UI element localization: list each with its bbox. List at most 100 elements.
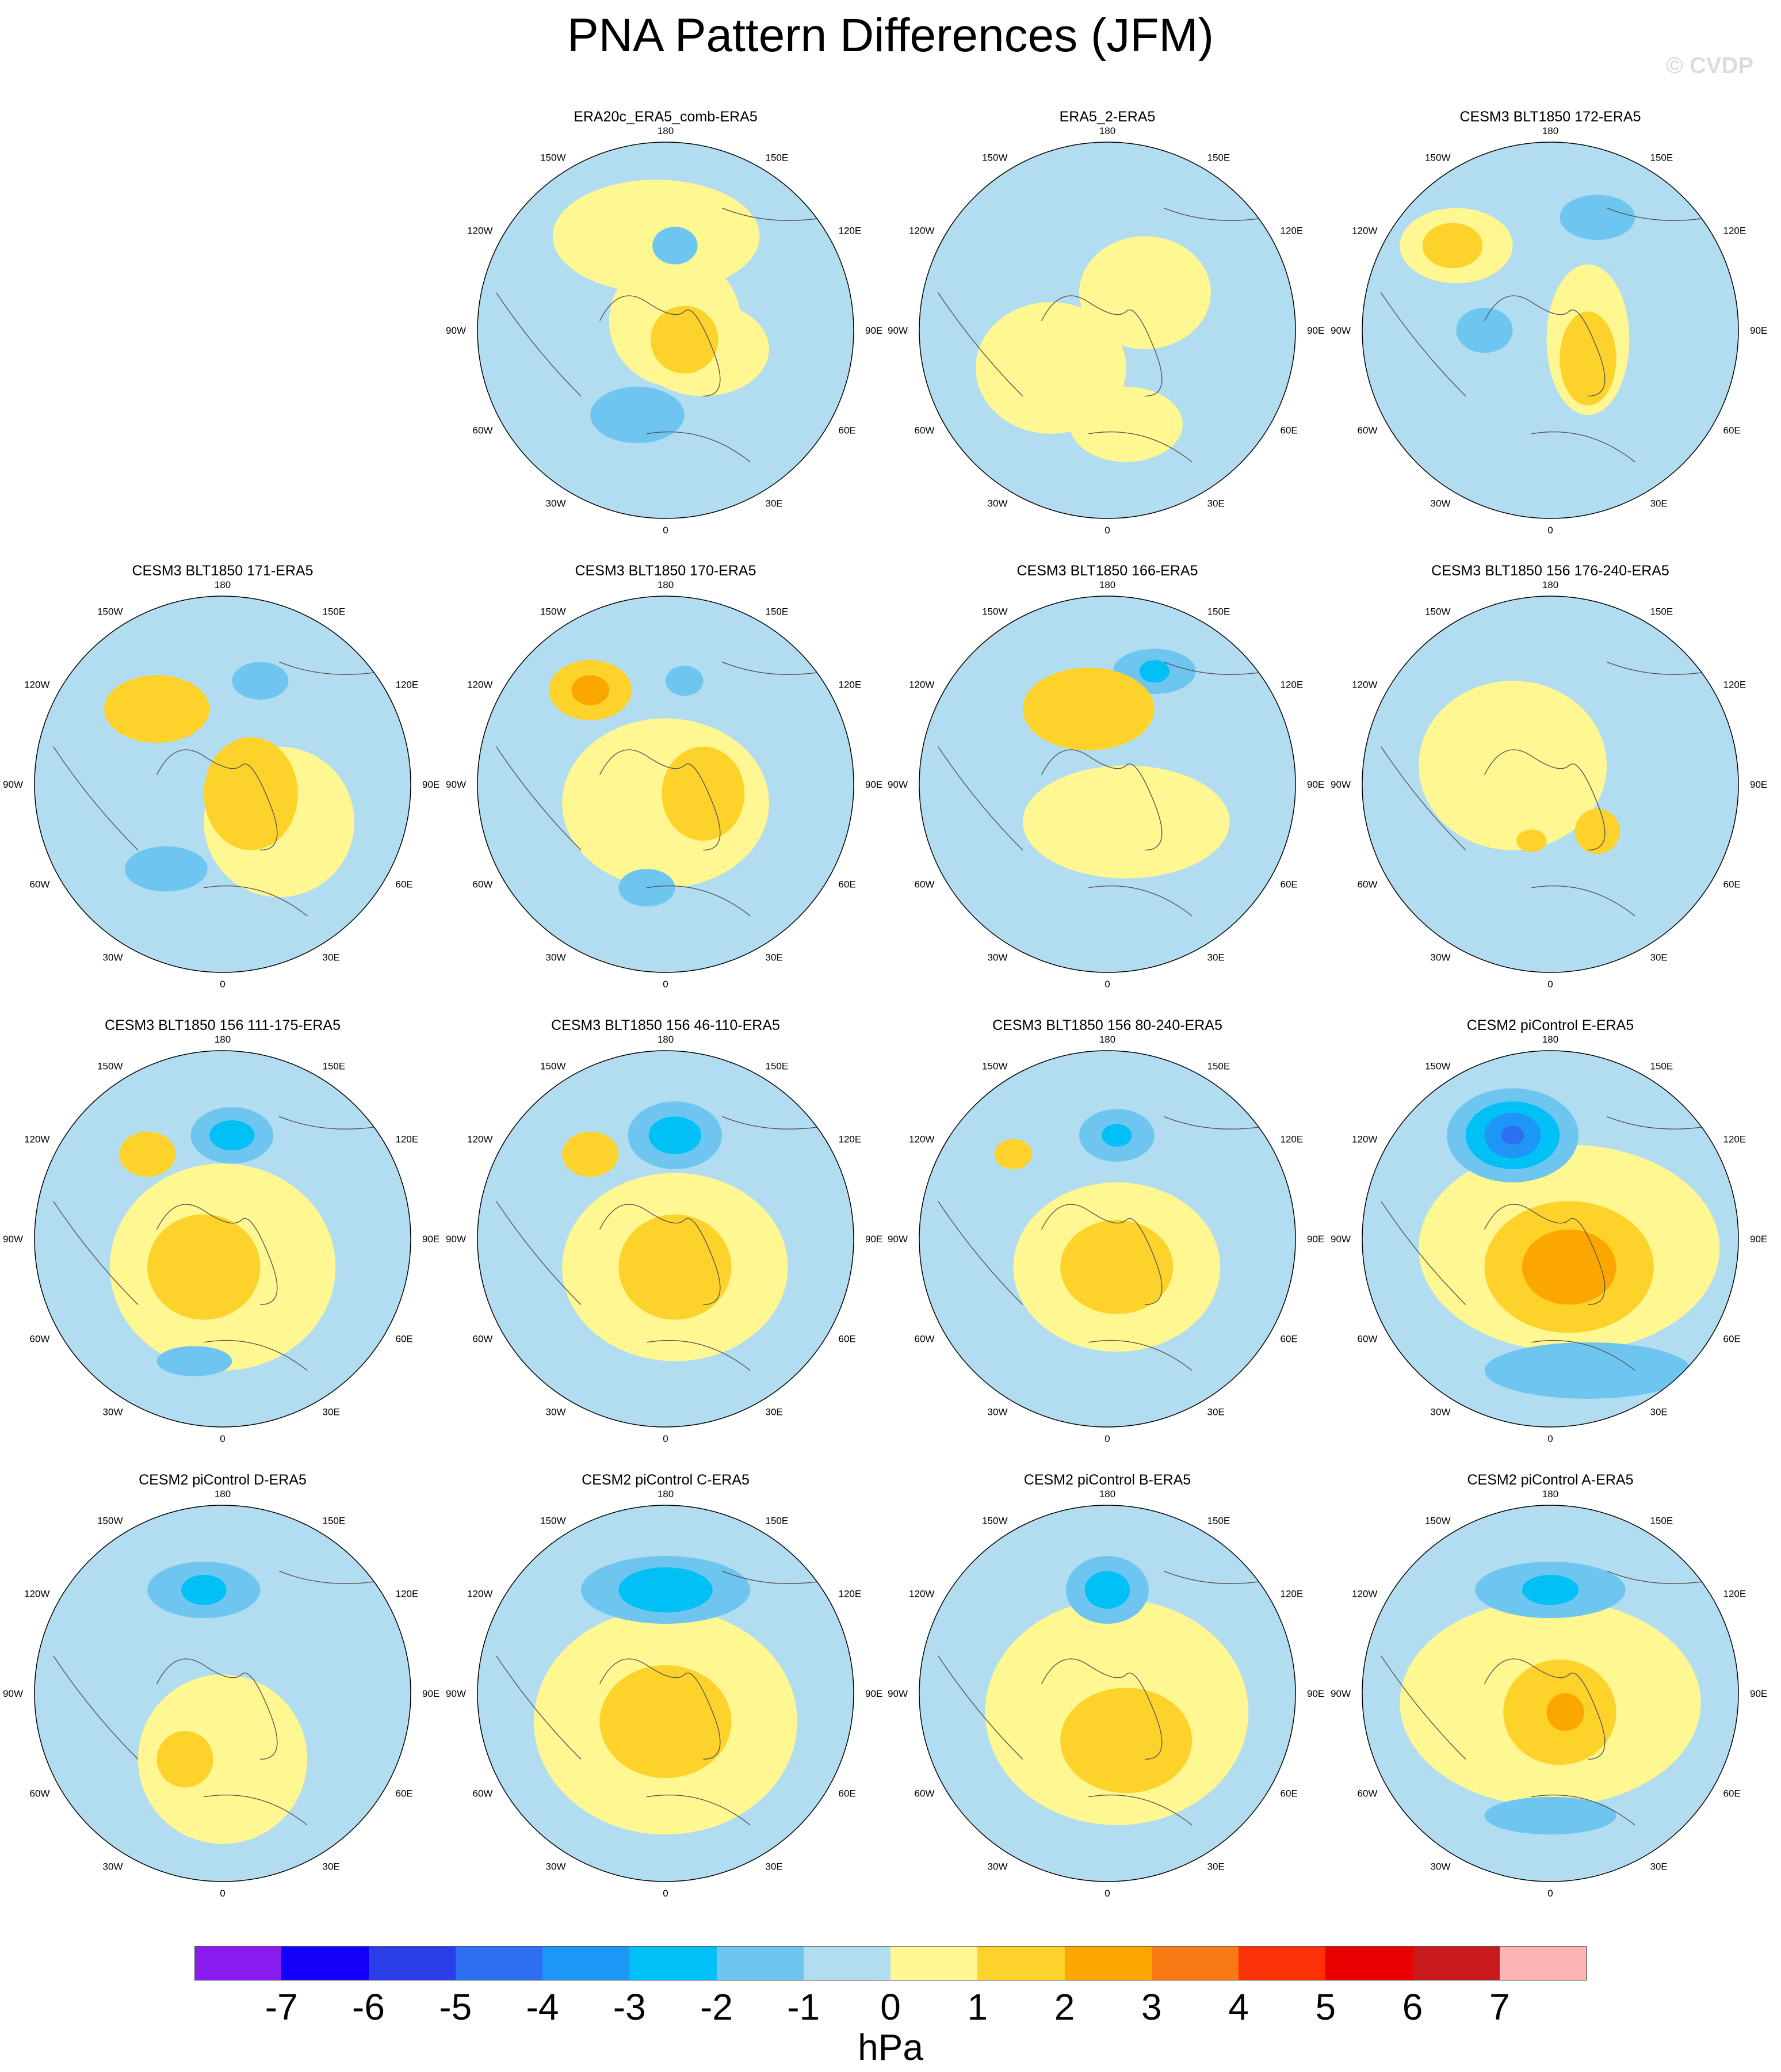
longitude-label: 30W [546, 952, 566, 963]
longitude-label: 150E [1650, 1515, 1673, 1526]
longitude-label: 90W [446, 779, 466, 790]
longitude-label: 30E [1207, 952, 1225, 963]
coastline [204, 885, 308, 917]
colorbar-units-label: hPa [858, 2027, 923, 2068]
longitude-label: 60E [396, 1334, 413, 1345]
longitude-label: 60W [473, 879, 493, 890]
longitude-label: 120W [24, 680, 49, 690]
longitude-label: 60W [30, 1788, 50, 1799]
longitude-label: 0 [220, 1433, 225, 1444]
panel-title: CESM3 BLT1850 166-ERA5 [1017, 563, 1198, 579]
longitude-label: 30W [546, 498, 566, 509]
longitude-label: 60W [473, 425, 493, 436]
colorbar-tick-label: 1 [967, 1986, 988, 2028]
map-border [919, 1505, 1296, 1882]
longitude-label: 120E [839, 680, 862, 690]
colorbar-tick-label: -3 [613, 1986, 646, 2028]
anomaly-contour [1069, 387, 1183, 462]
colorbar-swatch [1412, 1946, 1500, 1981]
coastline [156, 1658, 278, 1760]
panel-title: CESM2 piControl B-ERA5 [1024, 1472, 1191, 1488]
coastline [1381, 1655, 1466, 1760]
longitude-label: 120E [396, 680, 419, 690]
longitude-label: 30W [546, 1407, 566, 1418]
longitude-label: 150W [982, 152, 1007, 163]
longitude-label: 60E [1281, 1334, 1298, 1345]
anomaly-contour [204, 737, 298, 850]
panel-title: CESM3 BLT1850 156 80-240-ERA5 [992, 1017, 1222, 1033]
longitude-label: 30W [1431, 952, 1451, 963]
longitude-label: 120W [909, 1589, 934, 1600]
anomaly-contour [666, 665, 704, 696]
longitude-label: 90W [3, 779, 23, 790]
colorbar-tick-label: 7 [1489, 1986, 1510, 2028]
longitude-label: 90W [1331, 1688, 1351, 1699]
anomaly-contour [104, 675, 210, 743]
map-border [477, 1505, 854, 1882]
longitude-label: 60W [915, 879, 935, 890]
longitude-label: 150E [1207, 606, 1230, 617]
coastline [1484, 1658, 1606, 1760]
coastline [156, 749, 278, 851]
longitude-label: 150E [1650, 1060, 1673, 1071]
panel-title: CESM3 BLT1850 156 111-175-ERA5 [105, 1017, 341, 1033]
anomaly-contour [1560, 194, 1635, 241]
coastline [1163, 207, 1268, 221]
map-border [477, 596, 854, 973]
longitude-label: 60E [1281, 425, 1298, 436]
anomaly-contour [1484, 1342, 1692, 1399]
coastline [938, 1655, 1023, 1760]
longitude-label: 0 [1104, 1433, 1110, 1444]
longitude-label: 150E [1207, 1060, 1230, 1071]
colorbar-swatch [1151, 1946, 1239, 1981]
longitude-label: 30W [546, 1861, 566, 1872]
colorbar-swatch [281, 1946, 369, 1981]
anomaly-contour [1139, 660, 1170, 683]
panel-title: CESM3 BLT1850 171-ERA5 [132, 563, 314, 579]
coastline [721, 1570, 826, 1584]
longitude-label: 60W [915, 1334, 935, 1345]
longitude-label: 0 [663, 525, 668, 536]
longitude-label: 120W [467, 1589, 492, 1600]
longitude-label: 120W [1352, 1134, 1377, 1145]
longitude-label: 180 [215, 579, 231, 590]
longitude-label: 90W [888, 1234, 908, 1245]
panel-title: ERA5_2-ERA5 [1060, 109, 1156, 125]
coastline [1163, 661, 1268, 675]
anomaly-contour [1079, 236, 1211, 349]
anomaly-contour [209, 1120, 255, 1151]
anomaly-contour [1102, 1124, 1132, 1147]
longitude-label: 90E [1750, 1688, 1767, 1699]
longitude-label: 180 [1542, 1034, 1558, 1045]
map-border [1362, 142, 1739, 519]
anomaly-contour [124, 846, 208, 892]
longitude-label: 30E [1207, 498, 1225, 509]
longitude-label: 30E [323, 1407, 340, 1418]
longitude-label: 120E [396, 1589, 419, 1600]
colorbar-tick-label: -5 [439, 1986, 472, 2028]
anomaly-contour [1422, 223, 1483, 269]
coastline [938, 292, 1023, 396]
anomaly-contour [1456, 307, 1513, 353]
coastline [1606, 661, 1711, 675]
colorbar-swatch [194, 1946, 282, 1981]
anomaly-contour [232, 662, 289, 700]
longitude-label: 30E [766, 1861, 783, 1872]
longitude-label: 0 [663, 979, 668, 990]
longitude-label: 150E [1650, 606, 1673, 617]
longitude-label: 90E [422, 779, 439, 790]
colorbar-swatch [803, 1946, 891, 1981]
longitude-label: 90E [1750, 325, 1767, 336]
coastline [647, 431, 751, 463]
longitude-label: 60E [839, 1334, 856, 1345]
anomaly-contour [1060, 1688, 1193, 1794]
longitude-label: 120W [1352, 226, 1377, 236]
longitude-label: 90E [422, 1234, 439, 1245]
